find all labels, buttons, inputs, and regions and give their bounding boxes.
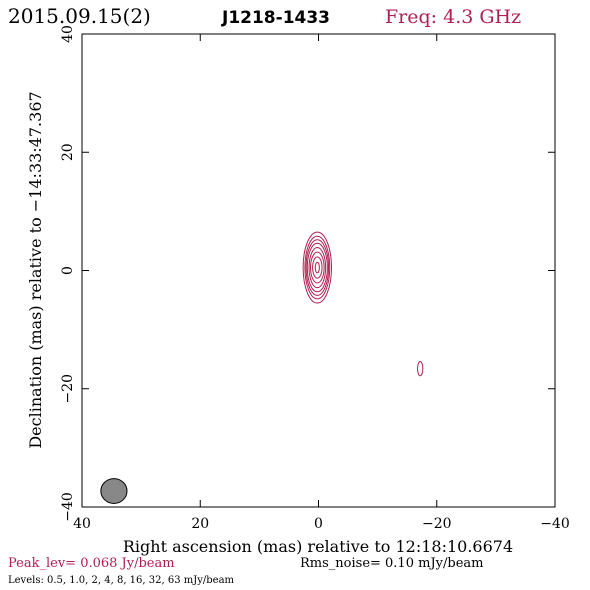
source-name: J1218-1433: [221, 8, 330, 28]
contour-line-c0-4: [308, 246, 327, 289]
x-tick-label: 40: [73, 516, 91, 532]
x-tick-label: 0: [314, 516, 323, 532]
contour-line-c0-3: [306, 242, 328, 293]
rms-noise: Rms_noise= 0.10 mJy/beam: [300, 556, 483, 571]
x-tick-label: 20: [191, 516, 209, 532]
contour-group: [302, 231, 424, 377]
contour-line-c0-2: [305, 239, 330, 296]
y-tick-label: 40: [60, 25, 76, 43]
y-tick-label: −20: [60, 374, 76, 404]
contour-line-c0-6: [312, 256, 323, 279]
observation-date: 2015.09.15(2): [8, 4, 151, 28]
contour-line-c1-0: [417, 361, 424, 377]
peak-level: Peak_lev= 0.068 Jy/beam: [8, 556, 175, 571]
y-tick-label: −40: [60, 492, 76, 522]
beam-group: [100, 478, 128, 504]
tick-marks: [81, 33, 556, 508]
contour-line-c0-1: [304, 235, 331, 300]
y-tick-label: 0: [60, 266, 76, 275]
plot-frame: [81, 33, 556, 508]
y-tick-label: 20: [60, 143, 76, 161]
x-tick-labels: 40 20 0 −20 −40: [73, 516, 570, 532]
x-tick-label: −40: [540, 516, 570, 532]
y-tick-labels: −40 −20 0 20 40: [60, 25, 76, 522]
x-axis-label: Right ascension (mas) relative to 12:18:…: [123, 537, 513, 556]
contour-line-c0-5: [310, 251, 325, 284]
contour-levels: Levels: 0.5, 1.0, 2, 4, 8, 16, 32, 63 mJ…: [8, 575, 235, 586]
y-axis-label: Declination (mas) relative to −14:33:47.…: [26, 91, 45, 448]
x-tick-label: −20: [422, 516, 452, 532]
beam-ellipse: [100, 478, 128, 504]
frequency-label: Freq: 4.3 GHz: [385, 6, 521, 28]
contour-line-c0-7: [314, 261, 320, 274]
contour-line-c0-0: [302, 231, 333, 304]
